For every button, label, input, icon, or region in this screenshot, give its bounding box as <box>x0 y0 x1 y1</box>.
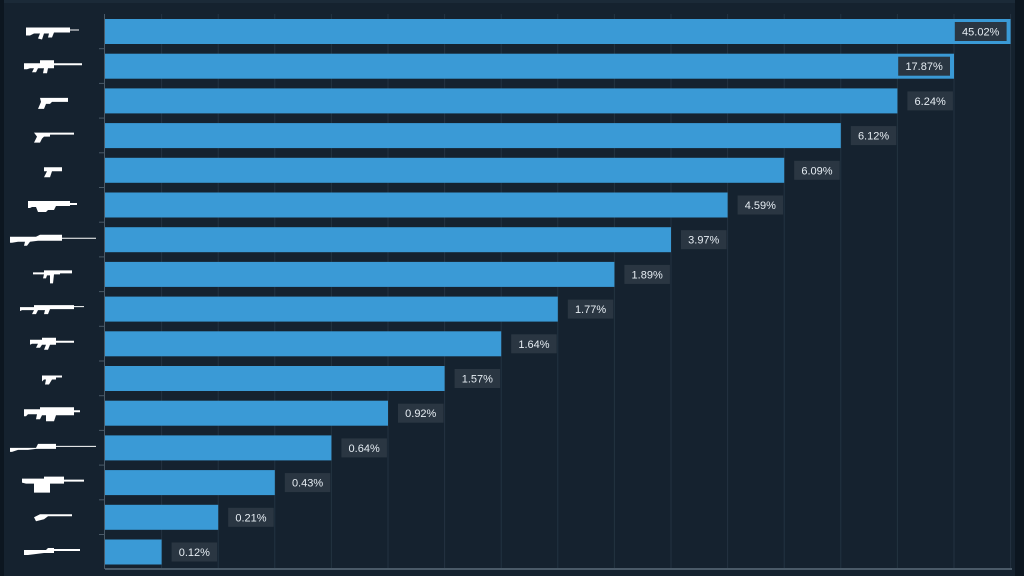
bar-battle-rifle[interactable] <box>105 53 954 79</box>
data-label-bg <box>284 473 331 493</box>
data-label-text: 17.87% <box>905 61 943 73</box>
sniper-rifle-icon <box>10 234 96 246</box>
bars <box>105 19 1011 565</box>
bar-pump-shotgun[interactable] <box>105 539 162 565</box>
machine-pistol-icon <box>42 375 62 385</box>
data-label-bg <box>511 334 557 354</box>
bar-scoped-bolt-rifle[interactable] <box>105 435 332 461</box>
bar-pistol[interactable] <box>105 157 785 183</box>
designated-marksman-rifle-icon <box>20 305 84 315</box>
right-edge <box>1015 0 1024 576</box>
bar-bullpup-rifle[interactable] <box>105 192 728 218</box>
data-label: 45.02% <box>954 22 1007 41</box>
heavy-rifle-icon <box>24 407 80 422</box>
axes <box>99 14 1012 570</box>
data-label-text: 45.02% <box>962 27 1000 39</box>
data-label-text: 0.64% <box>349 443 380 455</box>
data-label-bg <box>681 230 727 250</box>
data-label-text: 6.09% <box>801 165 832 177</box>
data-label-text: 0.21% <box>235 512 266 524</box>
data-label-bg <box>567 299 614 319</box>
data-label-text: 1.89% <box>632 269 663 281</box>
battle-rifle-icon <box>24 60 82 74</box>
left-edge <box>0 0 4 576</box>
data-label: 1.57% <box>454 369 501 388</box>
data-label: 4.59% <box>737 195 784 215</box>
bar-sawed-off-shotgun[interactable] <box>105 504 219 530</box>
data-label-bg <box>341 438 387 458</box>
data-label-text: 0.12% <box>179 547 210 559</box>
data-label-bg <box>454 369 501 388</box>
data-label-bg <box>850 126 897 146</box>
smg-icon <box>30 337 74 350</box>
data-label-bg <box>737 195 784 215</box>
long-barrel-pistol-icon <box>34 132 74 143</box>
data-label-bg <box>907 91 953 111</box>
assault-rifle-ak-icon <box>26 27 79 40</box>
data-label-text: 3.97% <box>688 235 719 247</box>
category-icons <box>10 27 96 555</box>
data-label-text: 1.77% <box>575 304 606 316</box>
revolver-icon <box>38 97 68 109</box>
data-label: 6.09% <box>794 160 840 180</box>
bullpup-rifle-icon <box>28 201 77 212</box>
bar-long-barrel-pistol[interactable] <box>105 123 841 149</box>
bar-designated-marksman-rifle[interactable] <box>105 296 558 322</box>
bar-machine-pistol[interactable] <box>105 366 445 391</box>
pdw-smg-icon <box>33 270 72 284</box>
light-machine-gun-icon <box>22 476 84 493</box>
data-label-bg <box>228 507 274 527</box>
data-label-bg <box>898 56 950 76</box>
data-label-text: 6.24% <box>915 96 946 108</box>
data-label: 0.92% <box>398 403 444 423</box>
bar-pdw-smg[interactable] <box>105 261 615 287</box>
bar-smg[interactable] <box>105 331 502 357</box>
data-label: 6.24% <box>907 91 953 111</box>
data-label-text: 0.43% <box>292 478 323 490</box>
data-label-bg <box>954 22 1007 41</box>
data-label: 1.77% <box>567 299 614 319</box>
data-label: 0.64% <box>341 438 387 458</box>
data-label: 0.12% <box>171 542 218 562</box>
pump-shotgun-icon <box>24 548 80 555</box>
sawed-off-shotgun-icon <box>34 514 72 522</box>
data-label: 1.64% <box>511 334 557 354</box>
data-label-bg <box>794 160 840 180</box>
data-labels: 45.02% 17.87% 6.24% 6.12% 6.09% 4.59% 3.97% 1.8… <box>171 22 1007 562</box>
scoped-bolt-rifle-icon <box>10 443 96 452</box>
bar-heavy-rifle[interactable] <box>105 400 388 426</box>
data-label-text: 1.64% <box>518 339 549 351</box>
data-label-text: 4.59% <box>745 200 776 212</box>
bar-assault-rifle-ak[interactable] <box>105 19 1011 44</box>
data-label-bg <box>171 542 218 562</box>
data-label: 0.21% <box>228 507 274 527</box>
top-strip <box>4 0 1015 3</box>
data-label-text: 1.57% <box>462 374 493 386</box>
data-label-text: 6.12% <box>858 131 889 143</box>
data-label: 0.43% <box>284 473 331 493</box>
bar-sniper-rifle[interactable] <box>105 227 671 253</box>
data-label: 6.12% <box>850 126 897 146</box>
pistol-icon <box>44 167 62 178</box>
data-label: 3.97% <box>681 230 727 250</box>
data-label: 1.89% <box>624 264 670 284</box>
data-label-bg <box>624 264 670 284</box>
data-label-text: 0.92% <box>405 408 436 420</box>
bar-revolver[interactable] <box>105 88 898 114</box>
data-label: 17.87% <box>898 56 950 76</box>
data-label-bg <box>398 403 444 423</box>
bar-light-machine-gun[interactable] <box>105 470 275 496</box>
